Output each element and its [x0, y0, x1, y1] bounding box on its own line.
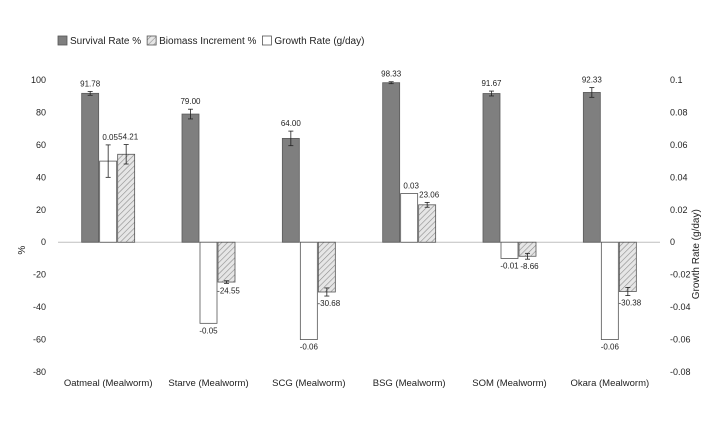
legend-entry: Biomass Increment %: [159, 36, 256, 47]
legend: Survival Rate % Biomass Increment % Growth…: [57, 35, 364, 47]
y-tick-label: 0: [41, 237, 46, 247]
bar-biomass-increment: [217, 241, 236, 283]
bar-survival-rate: [582, 92, 601, 243]
data-label: -30.68: [317, 299, 340, 308]
legend-swatch: [146, 35, 157, 46]
data-label: 91.78: [80, 79, 101, 88]
y2-tick-label: 0: [670, 237, 675, 247]
data-label: -0.06: [300, 343, 319, 352]
bar-biomass-increment: [317, 241, 336, 293]
y-tick-label: 80: [36, 107, 46, 117]
y2-tick-label: 0.06: [670, 140, 688, 150]
bar-growth-rate-g-day: [400, 193, 419, 243]
y-tick-label: -20: [33, 270, 46, 280]
data-label: 92.33: [582, 76, 603, 85]
category-label: Starve (Mealworm): [168, 378, 248, 389]
data-label: 91.67: [481, 79, 502, 88]
y-tick-label: 60: [36, 140, 46, 150]
data-label: 0.05: [102, 133, 118, 142]
y-tick-label: -80: [33, 367, 46, 377]
y2-tick-label: 0.02: [670, 205, 688, 215]
y-tick-label: -40: [33, 302, 46, 312]
bar-survival-rate: [382, 82, 401, 243]
bar-survival-rate: [181, 113, 200, 243]
category-label: SOM (Mealworm): [472, 378, 546, 389]
bar-survival-rate: [81, 92, 100, 243]
legend-entry: Survival Rate %: [70, 36, 141, 47]
legend-entry: Growth Rate (g/day): [274, 36, 364, 47]
category-label: BSG (Mealworm): [373, 378, 446, 389]
data-label: 23.06: [419, 190, 440, 199]
y2-tick-label: -0.08: [670, 367, 691, 377]
data-label: -30.38: [618, 299, 641, 308]
y-axis-title: %: [17, 246, 28, 255]
y2-tick-label: 0.08: [670, 107, 688, 117]
bars: [81, 81, 637, 340]
bar-survival-rate: [281, 137, 300, 243]
data-label: 98.33: [381, 70, 402, 79]
data-label: 0.03: [403, 182, 419, 191]
category-label: SCG (Mealworm): [272, 378, 345, 389]
y-tick-label: 20: [36, 205, 46, 215]
y-tick-label: 100: [31, 75, 46, 85]
bar-survival-rate: [482, 93, 501, 243]
y2-tick-label: -0.06: [670, 335, 691, 345]
legend-swatch: [57, 35, 68, 46]
data-label: -0.01: [500, 261, 519, 270]
category-label: Okara (Mealworm): [571, 378, 650, 389]
data-label: -8.66: [520, 262, 539, 271]
axes: 100 80 60 40 20 0 -20 -40 -60 -80 0.1 0.08 0.06 0.04 0…: [17, 75, 702, 389]
y2-tick-label: -0.04: [670, 302, 691, 312]
y2-tick-label: 0.1: [670, 75, 683, 85]
data-label: -0.05: [199, 326, 218, 335]
y2-tick-label: 0.04: [670, 172, 688, 182]
y-tick-label: 40: [36, 172, 46, 182]
bar-growth-rate-g-day: [600, 241, 619, 340]
y2-tick-label: -0.02: [670, 270, 691, 280]
value-labels: 91.78 0.05 54.21 79.00 -0.05 -24.55 64.00 -0.06…: [80, 70, 642, 352]
bar-biomass-increment: [418, 204, 437, 243]
y2-axis-title: Growth Rate (g/day): [691, 209, 702, 299]
data-label: 79.00: [180, 97, 201, 106]
bar-growth-rate-g-day: [500, 241, 519, 259]
data-label: 54.21: [118, 133, 139, 142]
bar-biomass-increment: [618, 241, 637, 292]
data-label: 64.00: [281, 119, 302, 128]
data-label: -24.55: [217, 286, 240, 295]
legend-swatch: [262, 35, 272, 46]
y-tick-label: -60: [33, 335, 46, 345]
bar-growth-rate-g-day: [199, 241, 218, 324]
data-label: -0.06: [601, 343, 620, 352]
bar-growth-rate-g-day: [299, 241, 318, 340]
bar-biomass-increment: [117, 153, 136, 243]
category-label: Oatmeal (Mealworm): [64, 378, 153, 389]
